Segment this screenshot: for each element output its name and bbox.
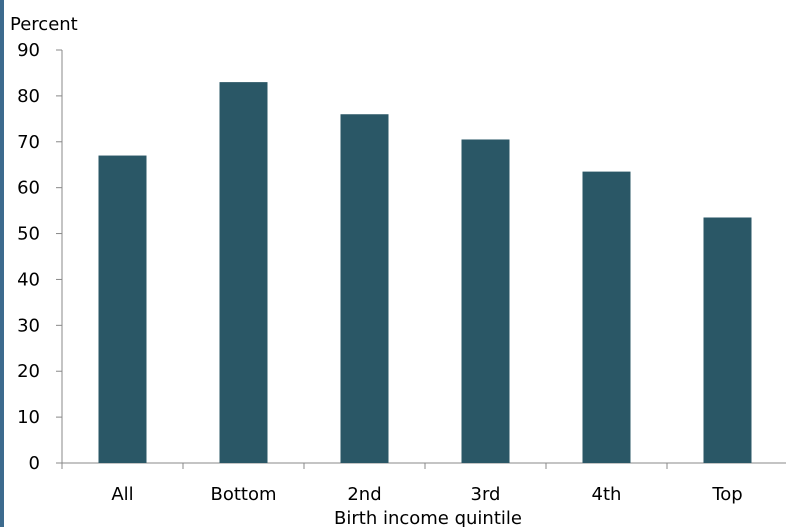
x-tick-label: Bottom <box>210 484 276 505</box>
left-edge-stripe <box>0 0 4 527</box>
y-tick-label: 50 <box>17 224 40 245</box>
bar <box>340 114 389 463</box>
x-axis: All Bottom 2nd 3rd 4th Top <box>61 462 786 505</box>
x-tick-label: All <box>111 484 133 505</box>
x-tick-label: 2nd <box>347 484 381 505</box>
y-axis: 0 10 20 30 40 50 60 70 80 90 <box>17 40 63 474</box>
bar <box>219 82 268 463</box>
x-tick-label: 3rd <box>471 484 501 505</box>
y-tick-label: 80 <box>17 86 40 107</box>
x-tick-label: 4th <box>592 484 622 505</box>
y-tick-label: 40 <box>17 269 40 290</box>
bars <box>98 82 752 464</box>
bar <box>461 139 510 463</box>
bar <box>582 171 631 463</box>
bar <box>98 155 147 464</box>
x-axis-title: Birth income quintile <box>334 508 522 527</box>
y-axis-title: Percent <box>10 14 78 35</box>
y-tick-label: 20 <box>17 361 40 382</box>
y-tick-label: 60 <box>17 178 40 199</box>
y-tick-label: 90 <box>17 40 40 61</box>
y-tick-label: 70 <box>17 132 40 153</box>
y-tick-label: 0 <box>29 453 40 474</box>
x-tick-label: Top <box>711 484 742 505</box>
y-tick-label: 30 <box>17 315 40 336</box>
y-tick-label: 10 <box>17 407 40 428</box>
bar <box>703 217 752 463</box>
